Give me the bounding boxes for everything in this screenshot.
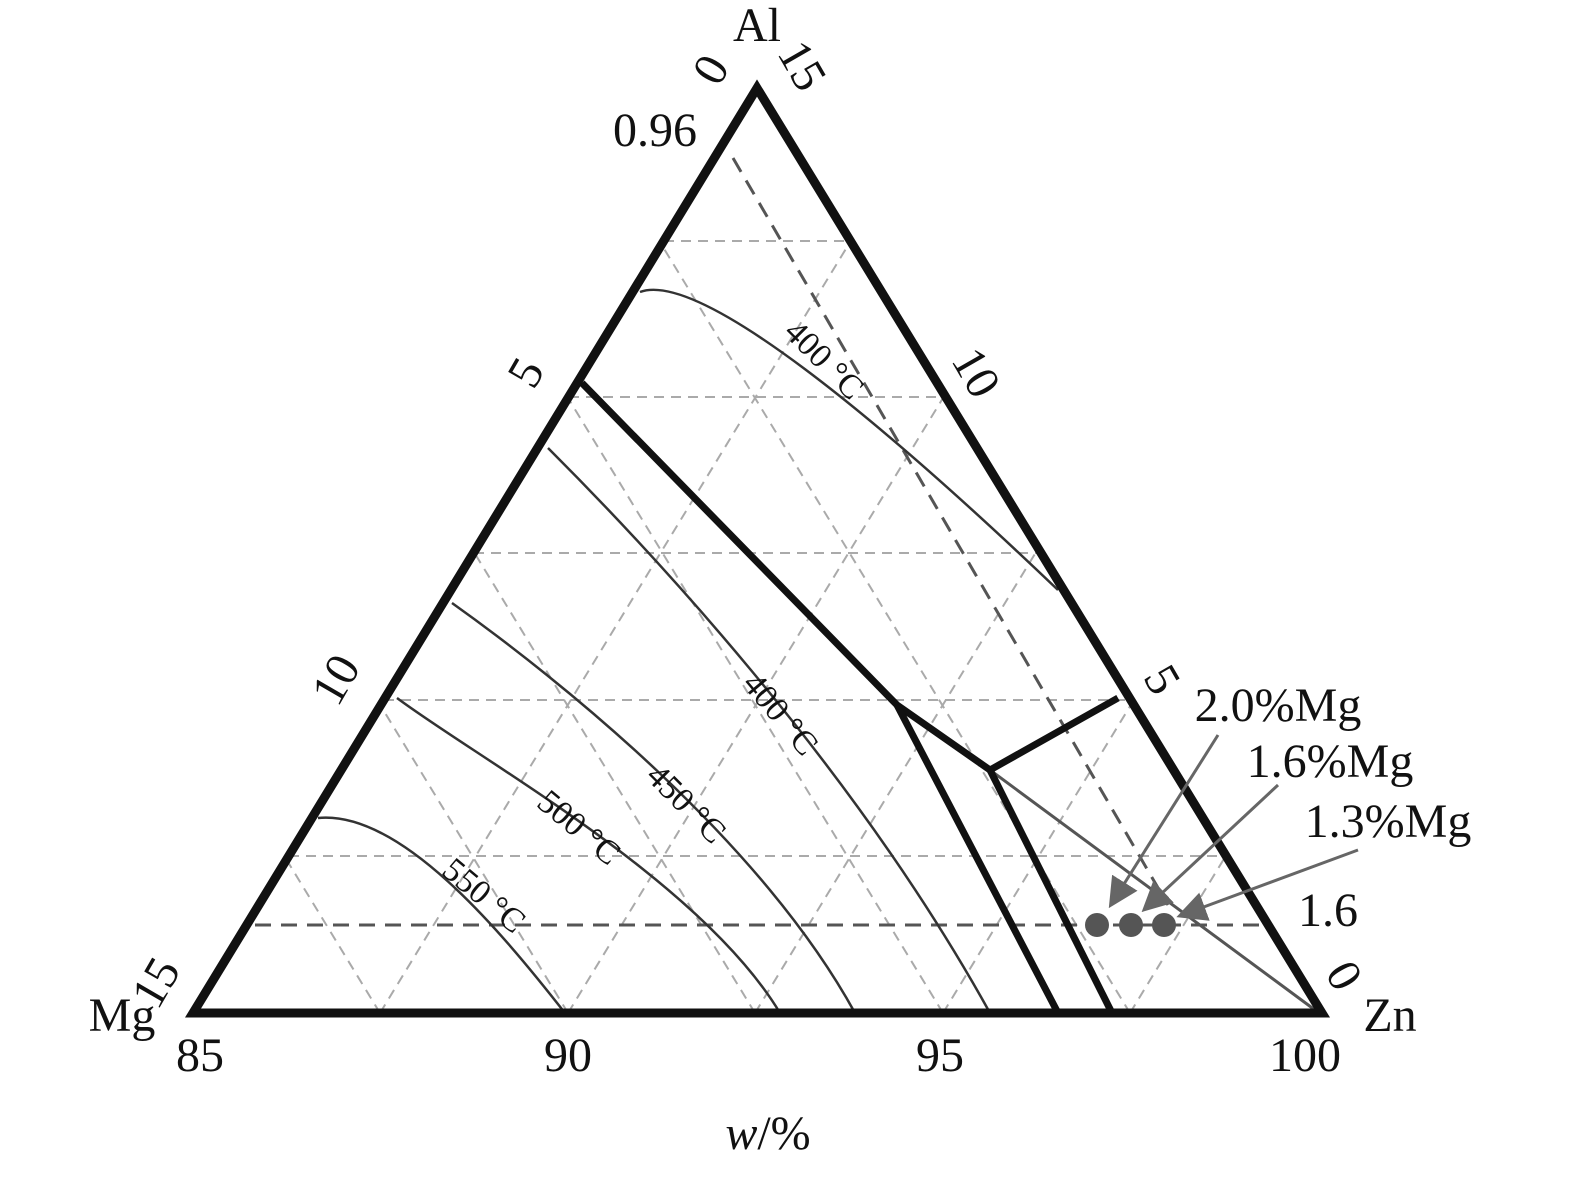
axis-label: w/% [725,1107,810,1160]
axis-label-unit: /% [757,1107,810,1160]
isotherm [317,816,566,1014]
phase-boundary [893,703,1062,1015]
vertex-label: Al [733,0,781,52]
dashed-line [731,157,1170,906]
point [1085,913,1109,937]
vertex-label: Mg [89,989,156,1042]
point-label: 2.0%Mg [1195,679,1362,732]
point [1152,913,1176,937]
tick-label: 90 [544,1029,592,1082]
vertex-label: Zn [1363,989,1416,1042]
annotation: 0.96 [613,104,697,157]
isotherm-label: 550 °C [435,851,532,941]
grid-line [567,88,1133,1013]
point-label: 1.6%Mg [1247,735,1414,788]
isotherm [396,696,782,1014]
grid-line [942,88,1322,1013]
isotherm-label: 400 °C [735,666,825,763]
axis-label-var: w [725,1107,757,1160]
grid-line [193,88,381,1013]
tick-label: 10 [941,339,1011,407]
point [1119,913,1143,937]
arrow [1176,848,1359,921]
grid [193,88,1322,1013]
annotation: 1.6 [1298,884,1358,937]
phase-boundary [579,380,1120,775]
tick-label: 85 [176,1029,224,1082]
isotherm-label: 450 °C [639,757,733,851]
tick-label: 95 [916,1029,964,1082]
arrow [1108,734,1220,909]
tick-label: 5 [497,349,555,396]
triangle [184,79,1331,1018]
arrow [1141,783,1280,913]
tick-label: 10 [301,646,371,714]
phase-boundary [986,768,1116,1015]
isotherm [639,288,1059,591]
isotherm-label: 500 °C [530,783,627,873]
grid-line [1129,88,1322,1013]
tick-label: 100 [1269,1029,1341,1082]
point-label: 1.3%Mg [1305,795,1472,848]
isotherm [451,601,857,1014]
isotherm [547,447,992,1014]
tick-label: 0 [682,46,740,93]
tick-label: 5 [1133,656,1191,703]
